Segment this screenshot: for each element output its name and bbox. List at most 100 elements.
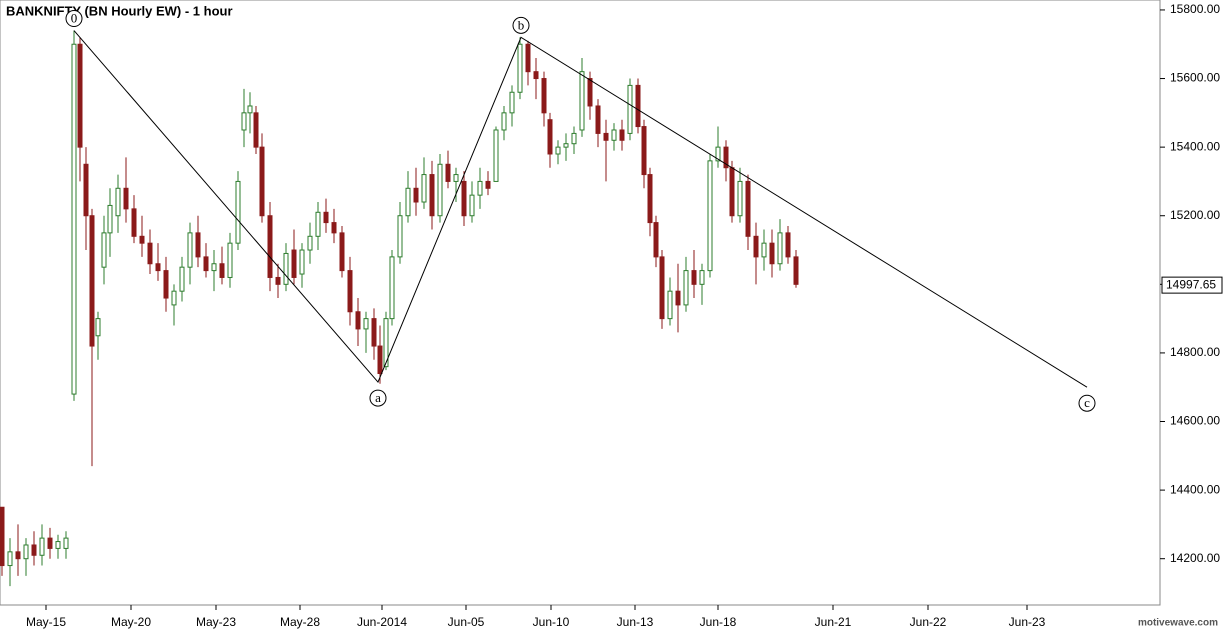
- candle-body: [371, 318, 377, 347]
- candle-body: [211, 263, 217, 272]
- candle-body: [413, 187, 419, 203]
- candle-body: [307, 235, 313, 251]
- candle-body: [745, 180, 751, 237]
- x-tick-label: Jun-22: [910, 615, 947, 629]
- candle-body: [769, 242, 775, 265]
- x-tick-label: May-15: [26, 615, 66, 629]
- wave-marker: [1078, 394, 1096, 412]
- watermark: motivewave.com: [1138, 618, 1218, 629]
- wave-marker: [512, 16, 530, 34]
- candle-body: [259, 146, 265, 217]
- y-tick-label: 14600.00: [1170, 414, 1220, 428]
- x-tick-label: Jun-13: [617, 615, 654, 629]
- candle-body: [405, 187, 411, 217]
- candle-body: [579, 71, 585, 131]
- candle-body: [339, 232, 345, 272]
- candle-body: [437, 163, 443, 217]
- candle-body: [653, 222, 659, 258]
- candle-body: [517, 43, 523, 93]
- candle-body: [247, 105, 253, 114]
- y-tick-label: 15200.00: [1170, 208, 1220, 222]
- candle-body: [147, 242, 153, 265]
- candle-body: [541, 78, 547, 114]
- x-tick-label: May-28: [280, 615, 320, 629]
- candle-body: [131, 208, 137, 237]
- candle-body: [675, 290, 681, 306]
- candle-body: [89, 215, 95, 347]
- candle-body: [667, 290, 673, 320]
- candle-body: [187, 232, 193, 268]
- candle-body: [611, 129, 617, 141]
- candle-body: [619, 129, 625, 141]
- x-tick-label: Jun-10: [533, 615, 570, 629]
- candle-body: [163, 270, 169, 299]
- candle-body: [83, 163, 89, 217]
- candle-body: [389, 256, 395, 320]
- candle-body: [155, 263, 161, 272]
- candle-body: [453, 174, 459, 182]
- candle-body: [383, 318, 389, 368]
- candle-body: [555, 146, 561, 155]
- candle-body: [603, 132, 609, 141]
- candle-body: [647, 174, 653, 224]
- candle-body: [347, 270, 353, 313]
- last-price-label: 14997.65: [1166, 277, 1216, 291]
- candle-body: [253, 112, 259, 148]
- candle-body: [707, 160, 713, 272]
- candle-body: [469, 194, 475, 217]
- candle-body: [501, 112, 507, 131]
- y-tick-label: 15800.00: [1170, 2, 1220, 16]
- wave-label: 0: [71, 11, 78, 26]
- candle-body: [139, 235, 145, 244]
- wave-line: [73, 30, 1088, 388]
- candle-body: [723, 146, 729, 169]
- x-tick-label: Jun-2014: [357, 615, 407, 629]
- candle-body: [331, 222, 337, 234]
- candle-body: [355, 311, 361, 330]
- candle-body: [55, 541, 61, 549]
- candle-body: [377, 345, 383, 374]
- candle-body: [397, 215, 403, 258]
- candle-body: [485, 180, 491, 189]
- x-tick-label: Jun-05: [448, 615, 485, 629]
- candle-body: [477, 180, 483, 196]
- candle-body: [691, 270, 697, 285]
- candle-body: [363, 318, 369, 330]
- candle-body: [445, 163, 451, 182]
- candle-body: [203, 256, 209, 272]
- x-tick-label: Jun-21: [815, 615, 852, 629]
- candle-body: [699, 270, 705, 285]
- wave-label: c: [1084, 395, 1090, 410]
- x-tick-label: Jun-18: [700, 615, 737, 629]
- candle-body: [315, 211, 321, 237]
- candle-body: [659, 256, 665, 320]
- candle-body: [275, 276, 281, 285]
- candle-body: [195, 232, 201, 258]
- candle-body: [95, 318, 101, 337]
- candle-body: [283, 252, 289, 285]
- candle-body: [71, 43, 77, 395]
- candle-body: [77, 43, 83, 148]
- x-tick-label: Jun-23: [1009, 615, 1046, 629]
- candle-body: [715, 146, 721, 162]
- candle-body: [571, 132, 577, 145]
- candle-body: [227, 242, 233, 278]
- candle-body: [627, 84, 633, 134]
- y-tick-label: 15400.00: [1170, 139, 1220, 153]
- candle-body: [493, 129, 499, 182]
- candle-body: [547, 119, 553, 155]
- candle-body: [47, 537, 53, 549]
- x-tick-label: May-20: [111, 615, 151, 629]
- candle-body: [291, 249, 297, 278]
- candle-body: [793, 256, 799, 285]
- y-tick-label: 14200.00: [1170, 551, 1220, 565]
- wave-marker: [65, 10, 83, 28]
- candle-body: [461, 180, 467, 217]
- candle-body: [587, 78, 593, 107]
- candle-body: [267, 215, 273, 278]
- candle-body: [641, 126, 647, 176]
- candle-body: [63, 537, 69, 549]
- candle-body: [525, 43, 531, 73]
- candle-body: [421, 174, 427, 203]
- candle-body: [729, 167, 735, 217]
